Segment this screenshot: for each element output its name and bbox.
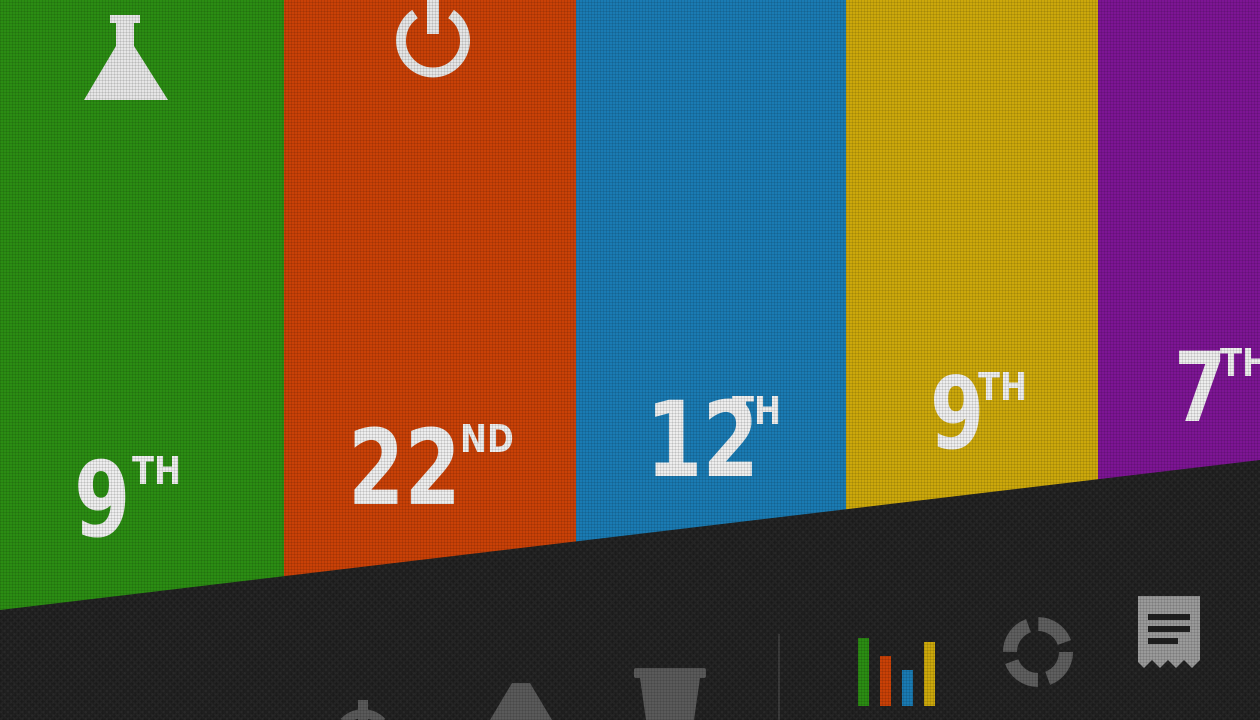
flask-icon [84,15,168,100]
rank-suffix: TH [1220,341,1260,385]
rank-label-purple: 7 TH [1174,332,1260,444]
rank-number: 22 [348,407,461,529]
category-column-blue[interactable] [576,0,846,590]
rank-suffix: TH [132,449,182,493]
rank-number: 9 [930,355,985,472]
power-icon [396,0,470,78]
category-column-yellow[interactable] [846,0,1098,556]
rank-label-green: 9 TH [74,439,181,561]
cup-icon[interactable] [634,664,706,720]
category-column-orange[interactable] [284,0,576,622]
rank-suffix: TH [732,389,782,433]
category-column-purple[interactable] [1098,0,1260,526]
donut-chart-icon[interactable] [998,612,1078,692]
rank-label-yellow: 9 TH [930,355,1027,472]
bar-chart-icon[interactable] [854,632,942,708]
rank-label-orange: 22 ND [348,407,514,529]
rank-number: 9 [74,439,131,561]
category-column-green[interactable] [0,0,284,660]
nav-divider [778,634,780,720]
rank-number: 7 [1174,332,1227,444]
flask-icon[interactable] [490,683,552,720]
receipt-icon[interactable] [1136,594,1204,670]
rank-number: 12 [646,379,759,501]
rank-suffix: ND [460,417,514,461]
rank-suffix: TH [978,365,1028,409]
rank-label-blue: 12 TH [646,388,791,492]
power-icon[interactable] [326,700,400,720]
